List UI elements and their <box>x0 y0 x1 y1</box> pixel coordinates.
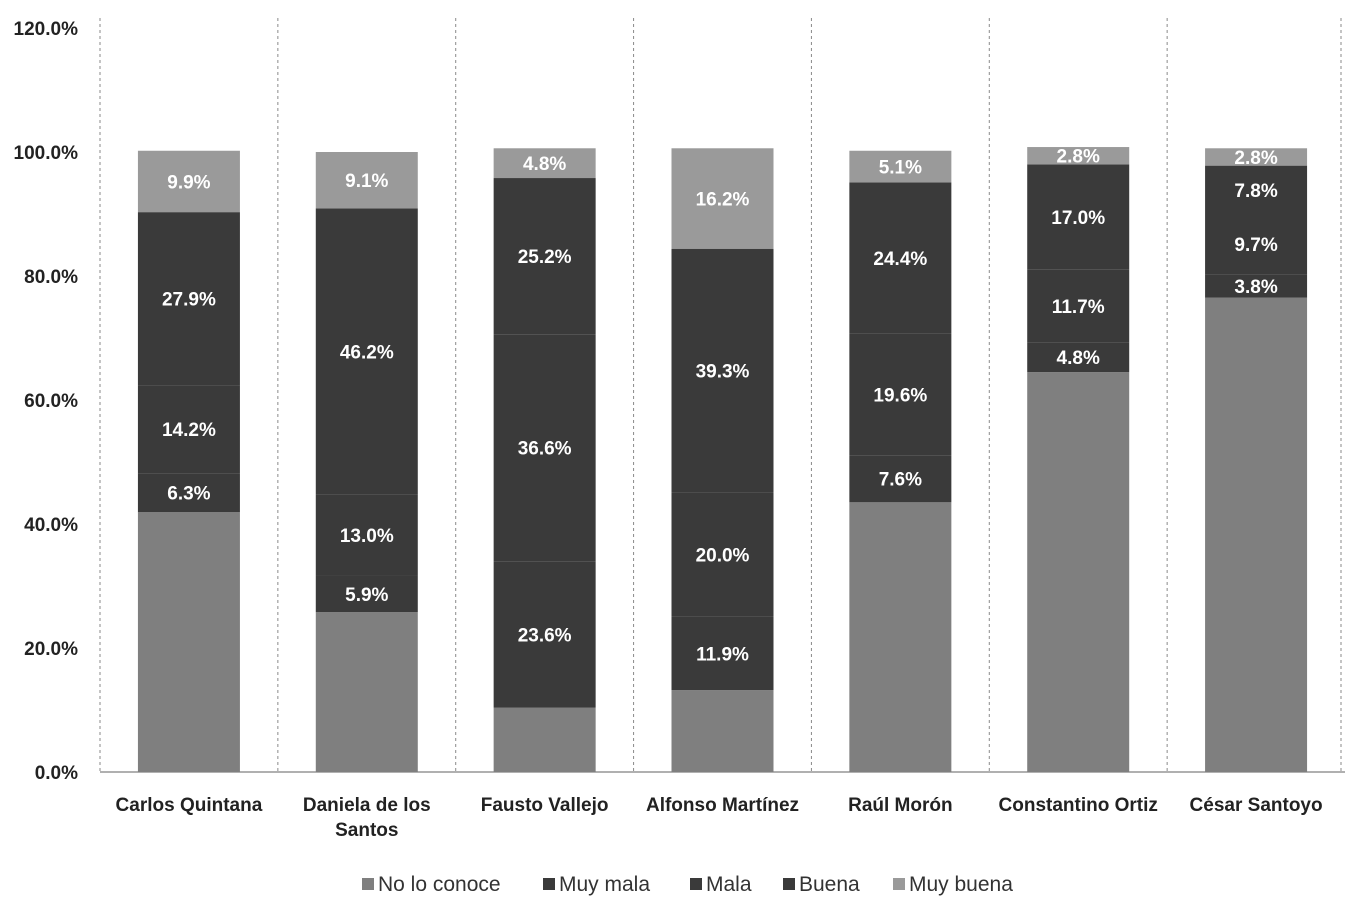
y-axis-labels: 0.0% 20.0% 40.0% 60.0% 80.0% 100.0% 120.0% <box>14 19 79 784</box>
chart-legend: No lo conoce Muy mala Mala Buena Muy buena <box>362 873 1013 896</box>
legend-swatch <box>362 878 374 890</box>
legend-label: Buena <box>799 873 860 896</box>
bar-segment-muy-mala <box>493 561 596 708</box>
bar-segment-no-lo-conoce <box>137 512 240 772</box>
data-label: 7.8% <box>1234 181 1277 202</box>
data-label: 23.6% <box>518 625 572 646</box>
data-label: 11.7% <box>1052 297 1105 318</box>
data-label: 6.3% <box>167 484 210 505</box>
category-label: Fausto Vallejo <box>481 795 609 816</box>
bar-segment-muy-mala <box>137 473 240 513</box>
legend-label: No lo conoce <box>378 873 501 896</box>
data-label: 4.8% <box>1057 348 1100 369</box>
bar-segment-mala <box>315 494 418 576</box>
bar-segment-buena <box>849 182 952 334</box>
bar-segment-mala <box>671 492 774 617</box>
y-tick-label: 100.0% <box>14 143 79 164</box>
data-label: 14.2% <box>162 420 216 441</box>
data-label: 9.9% <box>167 172 210 193</box>
data-label: 39.3% <box>696 362 750 383</box>
category-label: Alfonso Martínez <box>646 795 799 816</box>
bar-segment-mala <box>493 334 596 562</box>
legend-label: Mala <box>706 873 752 896</box>
data-label: 27.9% <box>162 290 216 311</box>
bar-segment-buena <box>671 248 774 493</box>
legend-swatch <box>783 878 795 890</box>
bar-segment-no-lo-conoce <box>849 502 952 772</box>
data-label: 2.8% <box>1057 147 1100 168</box>
bar-segment-muy-buena <box>137 150 240 213</box>
bar-segment-no-lo-conoce <box>1205 297 1308 772</box>
y-tick-label: 120.0% <box>14 19 79 40</box>
y-tick-label: 60.0% <box>24 391 78 412</box>
bar-segment-muy-buena <box>1027 147 1130 165</box>
bar-segment-buena <box>137 212 240 386</box>
bar-segment-mala <box>849 333 952 456</box>
data-label: 4.8% <box>523 154 566 175</box>
bar-segment-muy-mala <box>671 616 774 691</box>
data-label: 20.0% <box>696 545 750 566</box>
category-label: Constantino Ortiz <box>999 795 1158 816</box>
bar-segment-no-lo-conoce <box>315 612 418 772</box>
category-label: César Santoyo <box>1190 795 1323 816</box>
bar-segment-mala <box>1027 269 1130 343</box>
bar-segment-no-lo-conoce <box>671 690 774 772</box>
category-label: Daniela de los <box>303 795 431 816</box>
y-tick-label: 40.0% <box>24 515 78 536</box>
category-label: Carlos Quintana <box>116 795 263 816</box>
bar-segment-muy-buena <box>1205 148 1308 166</box>
bar-segment-muy-buena <box>849 150 952 183</box>
legend-swatch <box>690 878 702 890</box>
data-label: 13.0% <box>340 526 394 547</box>
bar-segment-buena <box>493 178 596 335</box>
data-label: 25.2% <box>518 247 572 268</box>
category-label: Santos <box>335 820 398 841</box>
bar-segment-buena <box>315 208 418 495</box>
bar-segment-buena <box>1205 165 1308 214</box>
chart-bars: 6.3% 14.2% 27.9% 9.9% 5.9% 13.0% 46.2% 9.1% 23.6… <box>137 147 1308 772</box>
legend-swatch <box>893 878 905 890</box>
y-tick-label: 20.0% <box>24 639 78 660</box>
data-label: 2.8% <box>1234 148 1277 169</box>
data-label: 9.7% <box>1234 235 1277 256</box>
y-tick-label: 80.0% <box>24 267 78 288</box>
legend-label: Muy mala <box>559 873 650 896</box>
data-label: 9.1% <box>345 171 388 192</box>
data-label: 19.6% <box>873 385 927 406</box>
bar-segment-muy-buena <box>315 152 418 209</box>
data-label: 5.1% <box>879 158 922 179</box>
data-label: 11.9% <box>696 644 749 665</box>
bar-segment-muy-buena <box>671 148 774 249</box>
data-label: 16.2% <box>696 190 750 211</box>
legend-swatch <box>543 878 555 890</box>
data-label: 3.8% <box>1234 277 1277 298</box>
bar-segment-no-lo-conoce <box>493 707 596 772</box>
bar-segment-no-lo-conoce <box>1027 372 1130 772</box>
bar-segment-muy-mala <box>849 455 952 503</box>
legend-label: Muy buena <box>909 873 1013 896</box>
bar-segment-mala <box>137 385 240 474</box>
data-label: 17.0% <box>1051 208 1105 229</box>
y-tick-label: 0.0% <box>35 763 78 784</box>
bar-segment-mala <box>1205 214 1308 275</box>
data-label: 5.9% <box>345 585 388 606</box>
data-label: 36.6% <box>518 439 572 460</box>
bar-segment-muy-mala <box>315 575 418 613</box>
category-label: Raúl Morón <box>848 795 953 816</box>
bar-segment-muy-mala <box>1205 274 1308 298</box>
x-axis-labels: Carlos Quintana Daniela de los Santos Faust… <box>116 795 1323 841</box>
bar-segment-muy-mala <box>1027 342 1130 373</box>
data-label: 7.6% <box>879 470 922 491</box>
data-label: 46.2% <box>340 343 394 364</box>
bar-segment-muy-buena <box>493 148 596 179</box>
data-label: 24.4% <box>873 249 927 270</box>
bar-segment-buena <box>1027 164 1130 270</box>
